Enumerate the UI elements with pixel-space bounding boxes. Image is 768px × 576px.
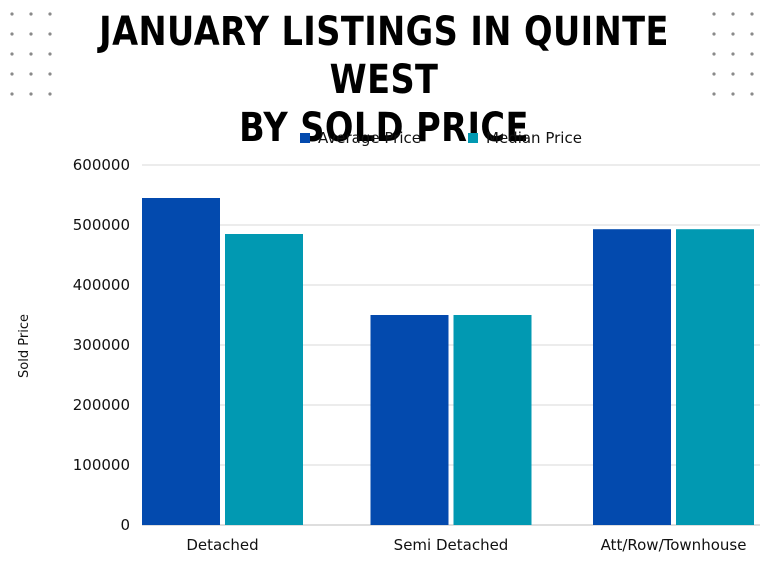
decorative-dot	[48, 72, 52, 76]
decorative-dot	[29, 52, 33, 56]
legend-swatch	[300, 133, 310, 143]
y-tick-label: 400000	[73, 276, 130, 294]
x-category-label: Att/Row/Townhouse	[601, 536, 747, 554]
y-tick-label: 100000	[73, 456, 130, 474]
decorative-dot	[48, 52, 52, 56]
decorative-dot	[712, 72, 716, 76]
decorative-dot	[750, 92, 754, 96]
y-tick-label: 0	[120, 516, 130, 534]
x-category-label: Detached	[186, 536, 258, 554]
decorative-dot	[29, 72, 33, 76]
decorative-dot	[29, 92, 33, 96]
decorative-dot	[712, 92, 716, 96]
dot-grid-decoration-left	[10, 12, 52, 96]
decorative-dot	[48, 32, 52, 36]
legend-label: Median Price	[486, 129, 582, 147]
dot-grid-decoration-right	[712, 12, 754, 96]
chart-title: JANUARY LISTINGS IN QUINTE WEST BY SOLD …	[61, 8, 706, 152]
decorative-dot	[731, 32, 735, 36]
decorative-dot	[29, 12, 33, 16]
decorative-dot	[10, 92, 14, 96]
y-tick-label: 600000	[73, 156, 130, 174]
decorative-dot	[712, 32, 716, 36]
decorative-dot	[731, 92, 735, 96]
y-tick-label: 300000	[73, 336, 130, 354]
x-category-label: Semi Detached	[394, 536, 509, 554]
y-tick-label: 500000	[73, 216, 130, 234]
decorative-dot	[48, 12, 52, 16]
bar-average	[370, 315, 449, 525]
decorative-dot	[712, 12, 716, 16]
decorative-dot	[29, 32, 33, 36]
decorative-dot	[10, 12, 14, 16]
y-axis-label: Sold Price	[17, 314, 32, 378]
decorative-dot	[731, 52, 735, 56]
decorative-dot	[750, 12, 754, 16]
legend-swatch	[468, 133, 478, 143]
chart-title-line-1: JANUARY LISTINGS IN QUINTE WEST	[99, 9, 669, 103]
decorative-dot	[731, 12, 735, 16]
decorative-dot	[731, 72, 735, 76]
decorative-dot	[10, 72, 14, 76]
bar-average	[593, 229, 671, 525]
bar-median	[453, 315, 532, 525]
bar-average	[142, 198, 220, 525]
decorative-dot	[712, 52, 716, 56]
decorative-dot	[750, 52, 754, 56]
decorative-dot	[48, 92, 52, 96]
decorative-dot	[10, 32, 14, 36]
legend-label: Average Price	[318, 129, 421, 147]
chart-title-line-2: BY SOLD PRICE	[239, 105, 529, 151]
bar-median	[225, 234, 303, 525]
bar-median	[676, 229, 754, 525]
decorative-dot	[750, 32, 754, 36]
decorative-dot	[10, 52, 14, 56]
decorative-dot	[750, 72, 754, 76]
y-tick-label: 200000	[73, 396, 130, 414]
